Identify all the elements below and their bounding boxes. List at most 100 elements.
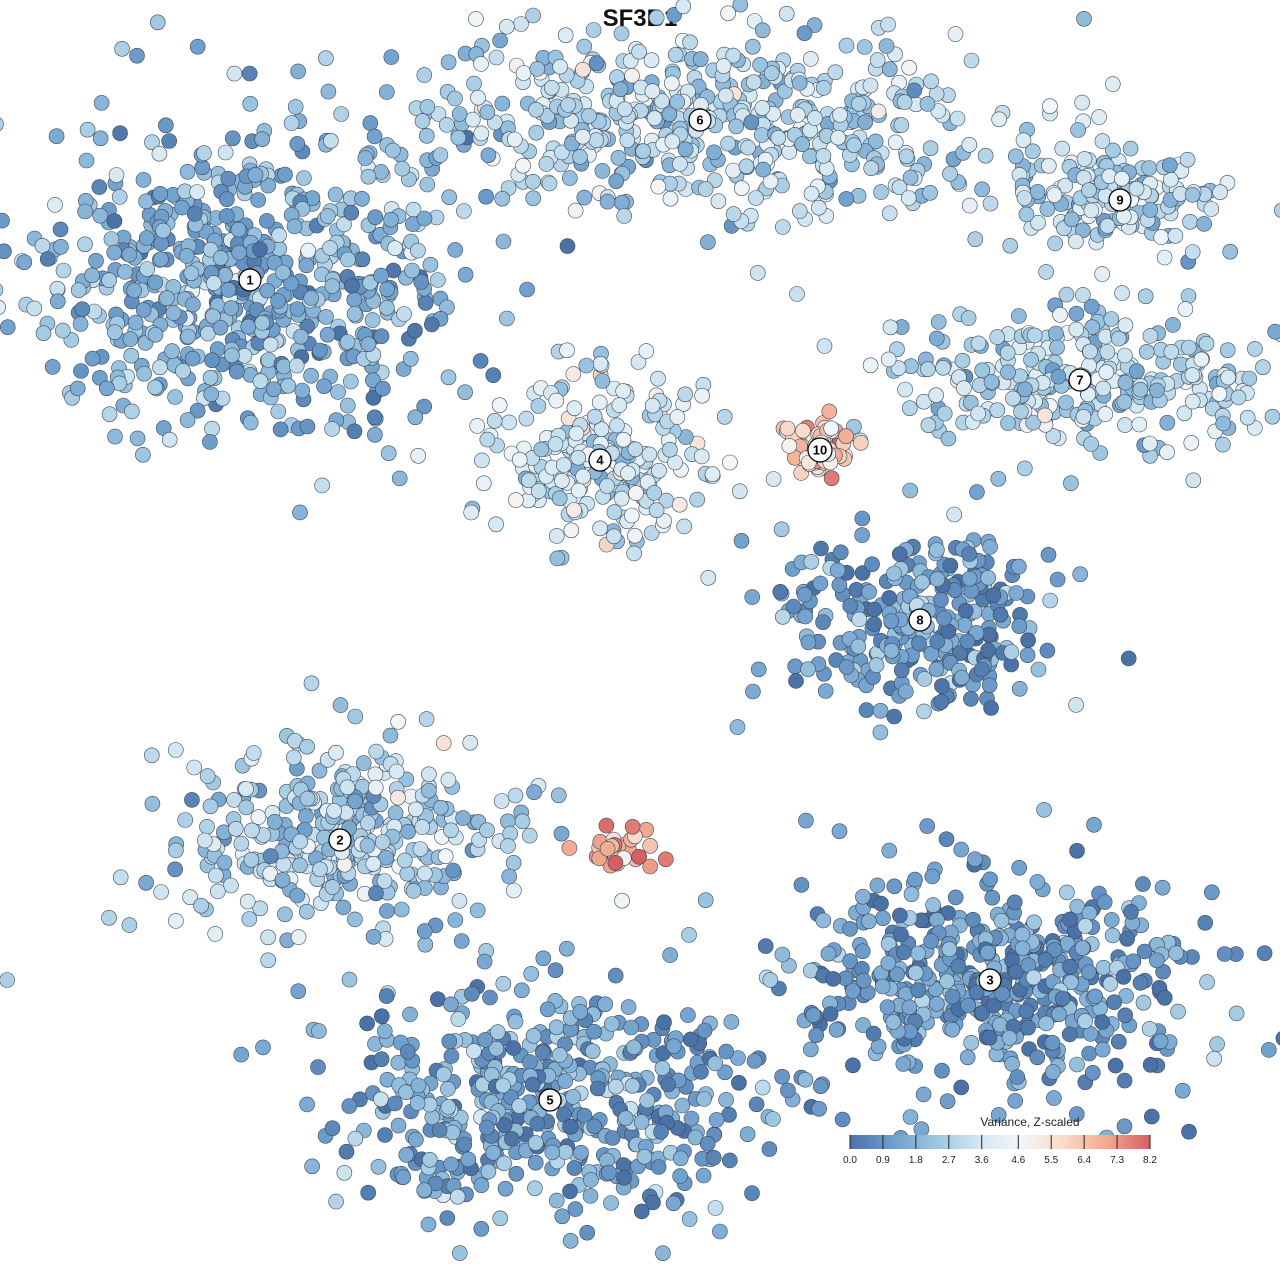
cell-point-cluster-1 [225,130,241,147]
cell-point-cluster-6 [576,189,593,206]
cell-point-cluster-7 [936,405,953,422]
cell-point-cluster-1 [92,207,108,224]
cell-point-cluster-5 [620,999,637,1015]
cell-point-cluster-1 [383,49,400,65]
legend-tick-label: 0.9 [876,1155,890,1166]
cell-point-cluster-8 [872,702,889,719]
cluster-label-badge [807,437,833,463]
cell-point-cluster-4 [570,482,587,499]
cell-point-cluster-1 [135,446,151,463]
cell-point-cluster-3 [965,911,981,928]
cell-point-cluster-8 [796,586,813,603]
cell-point-cluster-7 [1116,394,1133,410]
cell-point-cluster-8 [985,587,1002,604]
cell-point-cluster-3 [881,842,898,859]
cell-point-cluster-3 [1154,879,1171,896]
cell-point-cluster-4 [548,528,565,544]
cell-point-cluster-7 [1013,403,1029,420]
cell-point-cluster-5 [473,1221,490,1237]
chart-title: SF3B1 [603,5,678,32]
cell-point-cluster-1 [391,470,408,487]
cell-point-cluster-7 [1097,406,1114,422]
cell-point-cluster-2 [244,822,260,839]
cell-point-cluster-1 [121,246,138,263]
cell-point-cluster-1 [106,244,122,261]
cell-point-cluster-5 [582,1188,599,1204]
cell-point-cluster-3 [1014,940,1031,957]
cell-point-cluster-1 [126,282,142,299]
cell-point-cluster-6 [700,234,716,250]
cell-point-cluster-4 [578,357,595,374]
cell-point-cluster-6 [755,161,772,178]
cell-point-cluster-3 [861,913,877,930]
cell-point-cluster-3 [1156,989,1173,1006]
cell-point-cluster-4 [644,397,661,414]
cell-point-cluster-1 [324,278,341,294]
cell-point-cluster-2 [359,815,376,831]
cell-point-cluster-4 [694,387,710,404]
cell-point-cluster-2 [451,893,468,909]
cell-point-cluster-7 [954,352,971,369]
cell-point-cluster-5 [681,1211,698,1227]
cell-point-cluster-2 [233,835,250,852]
cell-point-cluster-6 [669,94,686,110]
cell-point-cluster-7 [940,430,957,447]
cell-point-cluster-1 [103,231,120,247]
cell-point-cluster-1 [290,63,306,80]
cell-point-cluster-1 [179,164,196,180]
cell-point-cluster-4 [671,496,688,513]
cell-point-cluster-2 [210,883,226,900]
cell-point-cluster-6 [318,50,334,67]
cell-point-cluster-5 [310,1059,326,1075]
cell-point-cluster-7 [1049,339,1065,356]
cell-point-cluster-1 [0,283,4,297]
cell-point-cluster-5 [573,1144,589,1161]
cell-point-cluster-1 [242,96,258,112]
cell-point-cluster-1 [318,309,334,325]
cluster-label-7: 7 [1068,368,1092,392]
cell-point-cluster-1 [212,250,229,266]
cell-point-cluster-1 [138,230,155,246]
cell-point-cluster-5 [584,1043,601,1059]
cell-point-cluster-6 [677,141,694,158]
cell-point-cluster-6 [378,84,395,100]
cell-point-cluster-7 [1211,386,1228,402]
cell-point-cluster-9 [1007,148,1024,165]
cell-point-cluster-5 [707,1055,724,1072]
cell-point-cluster-3 [1063,974,1079,991]
cell-point-cluster-6 [479,104,496,121]
cell-point-cluster-1 [242,414,259,431]
cell-point-cluster-2 [418,711,435,727]
cell-point-cluster-9 [1274,202,1280,218]
cell-point-cluster-1 [183,265,200,282]
cell-point-cluster-5 [443,996,459,1013]
cell-point-cluster-6 [616,101,633,117]
cell-point-cluster-3 [875,910,891,927]
cell-point-cluster-3 [994,985,1011,1002]
cell-point-cluster-5 [600,1164,617,1181]
cell-point-cluster-1 [129,430,146,447]
cell-point-cluster-4 [765,471,782,487]
cell-point-cluster-7 [928,330,945,347]
cell-point-cluster-5 [450,1011,467,1027]
cell-point-cluster-8 [1042,592,1058,609]
cell-point-cluster-1 [333,106,350,122]
cell-point-cluster-5 [656,1014,672,1031]
cell-point-cluster-1 [366,409,383,426]
cell-point-cluster-3 [1001,1030,1018,1046]
cell-point-cluster-6 [561,170,578,186]
cell-point-cluster-2 [550,787,567,804]
cell-point-cluster-1 [122,331,139,347]
cell-point-cluster-5 [495,975,512,992]
cell-point-cluster-7 [1099,344,1116,360]
cell-point-cluster-6 [466,75,482,92]
cell-point-cluster-6 [360,168,377,185]
cell-point-cluster-4 [669,409,686,425]
cell-point-cluster-6 [515,65,532,81]
cell-point-cluster-6 [529,61,546,77]
cell-point-cluster-10 [838,428,854,445]
cell-point-cluster-1 [346,306,363,322]
cell-point-cluster-10 [781,438,798,454]
cell-point-cluster-9 [1156,249,1173,266]
cell-point-cluster-5 [603,1016,620,1032]
